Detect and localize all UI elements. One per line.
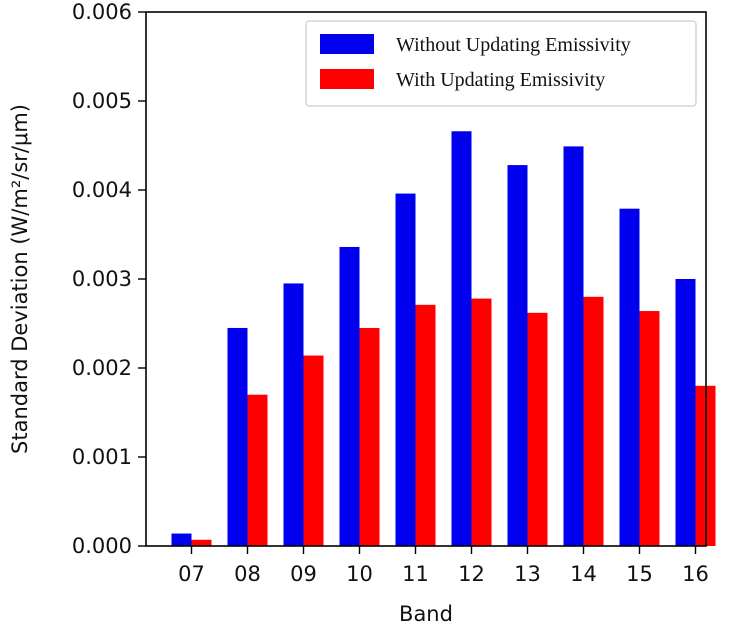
bar-with-updating-08	[247, 394, 268, 546]
bar-without-updating-08	[227, 327, 248, 546]
legend-box	[305, 20, 697, 107]
x-tick-label: 08	[234, 562, 261, 586]
y-tick-label: 0.005	[72, 89, 132, 113]
y-tick-label: 0.003	[72, 267, 132, 291]
y-tick-label: 0.004	[72, 178, 132, 202]
y-tick-label: 0.006	[72, 0, 132, 24]
bar-without-updating-10	[339, 246, 360, 546]
y-tick-label: 0.000	[72, 534, 132, 558]
bar-with-updating-11	[415, 304, 436, 546]
legend-swatch-without-updating	[320, 34, 374, 54]
bar-with-updating-10	[359, 327, 380, 546]
x-axis-title: Band	[399, 602, 453, 626]
bar-with-updating-13	[527, 312, 548, 546]
bar-with-updating-15	[639, 311, 660, 546]
y-axis-title: Standard Deviation (W/m²/sr/μm)	[8, 104, 32, 454]
x-tick-label: 16	[682, 562, 709, 586]
bar-without-updating-09	[283, 283, 304, 546]
bar-without-updating-13	[507, 165, 528, 546]
x-tick-label: 12	[458, 562, 485, 586]
x-tick-label: 13	[514, 562, 541, 586]
x-tick-label: 10	[346, 562, 373, 586]
y-axis: 0.000 0.001 0.002 0.003 0.004 0.005 0.006	[72, 0, 146, 558]
bar-without-updating-14	[563, 146, 584, 546]
bar-with-updating-09	[303, 355, 324, 546]
x-tick-label: 14	[570, 562, 597, 586]
bar-without-updating-07	[171, 533, 192, 546]
bar-without-updating-15	[619, 208, 640, 546]
bar-without-updating-11	[395, 193, 416, 546]
bar-with-updating-12	[471, 298, 492, 546]
x-tick-label: 07	[178, 562, 205, 586]
legend-label-with-updating: With Updating Emissivity	[396, 69, 605, 91]
bar-with-updating-07	[191, 539, 212, 546]
bars-layer	[171, 131, 716, 546]
bar-with-updating-14	[583, 296, 604, 546]
x-axis: 07 08 09 10 11 12 13 14 15 16	[178, 546, 709, 586]
x-tick-label: 15	[626, 562, 653, 586]
legend: Without Updating Emissivity With Updatin…	[305, 20, 697, 107]
x-tick-label: 11	[402, 562, 429, 586]
y-tick-label: 0.001	[72, 445, 132, 469]
legend-label-without-updating: Without Updating Emissivity	[396, 34, 631, 56]
legend-swatch-with-updating	[320, 69, 374, 89]
bar-without-updating-12	[451, 131, 472, 546]
x-tick-label: 09	[290, 562, 317, 586]
bar-without-updating-16	[675, 279, 696, 546]
y-tick-label: 0.002	[72, 356, 132, 380]
